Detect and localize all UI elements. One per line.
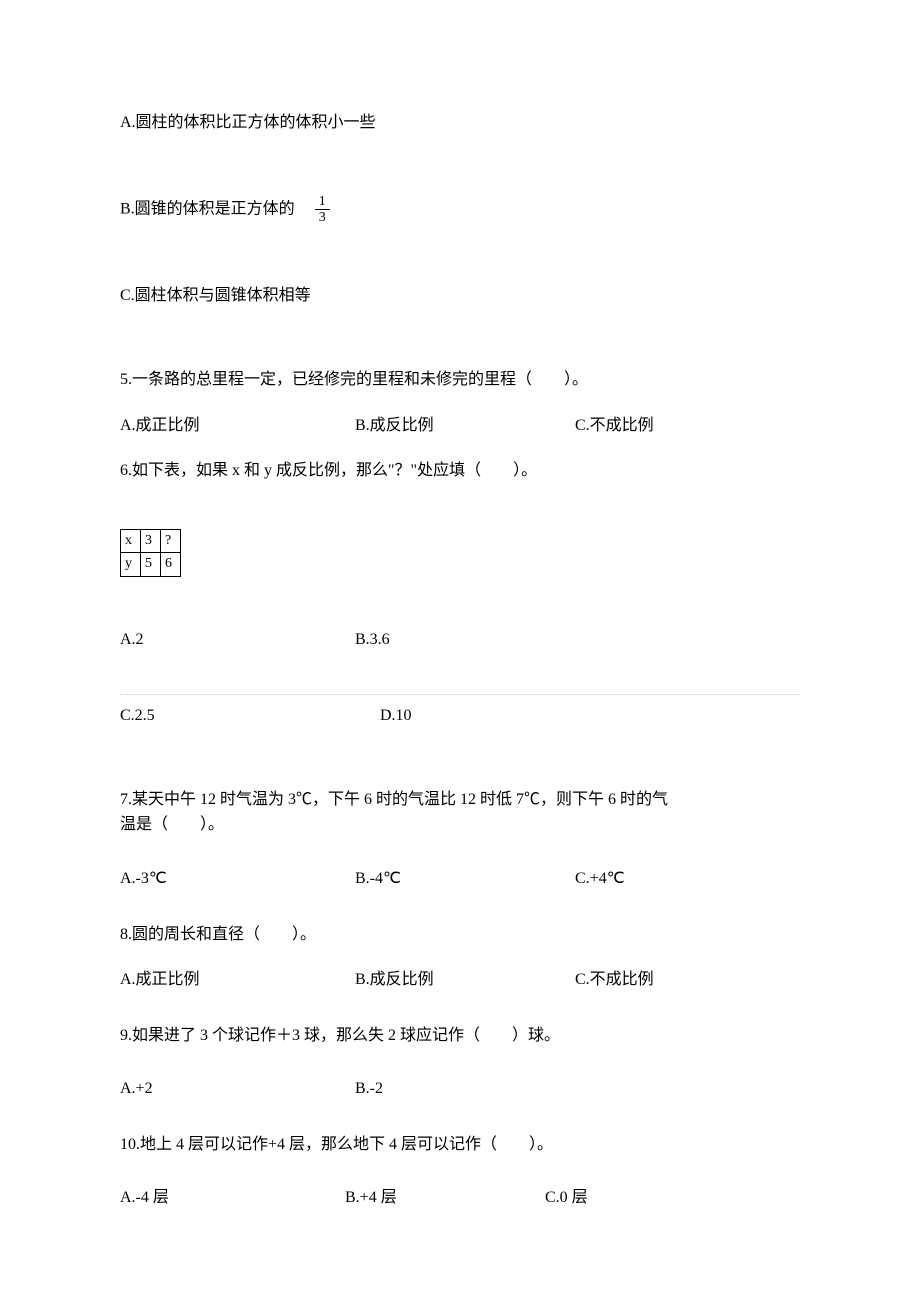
table-row: y 5 6	[121, 553, 181, 576]
option-a: A.成正比例	[120, 413, 355, 439]
option-c: C.0 层	[545, 1185, 588, 1211]
option-b: B.+4 层	[345, 1185, 545, 1211]
question-10: 10.地上 4 层可以记作+4 层，那么地下 4 层可以记作（ ）。	[120, 1132, 800, 1158]
question-6-options-row2: C.2.5 D.10	[120, 703, 800, 729]
option-b: B.成反比例	[355, 967, 575, 993]
fraction: 1 3	[315, 194, 330, 226]
option-a: A.-4 层	[120, 1185, 345, 1211]
question-6: 6.如下表，如果 x 和 y 成反比例，那么"？"处应填（ ）。	[120, 458, 800, 484]
question-text-line2: 温是（ ）。	[120, 812, 800, 838]
option-c: C.不成比例	[575, 967, 654, 993]
option-a: A.+2	[120, 1076, 355, 1102]
table-cell: 6	[161, 553, 181, 576]
option-a: A.成正比例	[120, 967, 355, 993]
option-a: A.-3℃	[120, 866, 355, 892]
option-b: B.-2	[355, 1076, 383, 1102]
option-a-prev: A.圆柱的体积比正方体的体积小一些	[120, 110, 800, 136]
question-text: 8.圆的周长和直径（ ）。	[120, 926, 316, 943]
option-b: B.-4℃	[355, 866, 575, 892]
question-7-options: A.-3℃ B.-4℃ C.+4℃	[120, 866, 800, 892]
option-b: B.成反比例	[355, 413, 575, 439]
fraction-denominator: 3	[315, 210, 330, 225]
question-text-line1: 7.某天中午 12 时气温为 3℃，下午 6 时的气温比 12 时低 7℃，则下…	[120, 787, 800, 813]
option-text: B.圆锥的体积是正方体的	[120, 200, 295, 217]
option-b-prev: B.圆锥的体积是正方体的 1 3	[120, 194, 800, 226]
page-separator	[120, 694, 800, 695]
table-cell: x	[121, 529, 141, 552]
question-text: 9.如果进了 3 个球记作＋3 球，那么失 2 球应记作（ ）球。	[120, 1027, 560, 1044]
question-5-options: A.成正比例 B.成反比例 C.不成比例	[120, 413, 800, 439]
table-row: x 3 ?	[121, 529, 181, 552]
question-6-table: x 3 ? y 5 6	[120, 529, 181, 577]
question-9: 9.如果进了 3 个球记作＋3 球，那么失 2 球应记作（ ）球。	[120, 1023, 800, 1049]
option-c: C.不成比例	[575, 413, 654, 439]
option-c-prev: C.圆柱体积与圆锥体积相等	[120, 283, 800, 309]
question-9-options: A.+2 B.-2	[120, 1076, 800, 1102]
question-text: 10.地上 4 层可以记作+4 层，那么地下 4 层可以记作（ ）。	[120, 1136, 553, 1153]
table-cell: ?	[161, 529, 181, 552]
question-8-options: A.成正比例 B.成反比例 C.不成比例	[120, 967, 800, 993]
option-text: C.圆柱体积与圆锥体积相等	[120, 287, 311, 304]
question-10-options: A.-4 层 B.+4 层 C.0 层	[120, 1185, 800, 1211]
fraction-numerator: 1	[315, 194, 330, 210]
table-cell: 3	[141, 529, 161, 552]
question-5: 5.一条路的总里程一定，已经修完的里程和未修完的里程（ ）。	[120, 367, 800, 393]
question-6-options-row1: A.2 B.3.6	[120, 627, 800, 653]
option-c: C.+4℃	[575, 866, 625, 892]
option-text: A.圆柱的体积比正方体的体积小一些	[120, 114, 376, 131]
option-a: A.2	[120, 627, 355, 653]
table-cell: y	[121, 553, 141, 576]
question-text: 6.如下表，如果 x 和 y 成反比例，那么"？"处应填（ ）。	[120, 462, 537, 479]
table-cell: 5	[141, 553, 161, 576]
option-c: C.2.5	[120, 703, 380, 729]
option-d: D.10	[380, 703, 412, 729]
question-text: 5.一条路的总里程一定，已经修完的里程和未修完的里程（ ）。	[120, 371, 588, 388]
option-b: B.3.6	[355, 627, 390, 653]
question-7: 7.某天中午 12 时气温为 3℃，下午 6 时的气温比 12 时低 7℃，则下…	[120, 787, 800, 838]
question-8: 8.圆的周长和直径（ ）。	[120, 922, 800, 948]
